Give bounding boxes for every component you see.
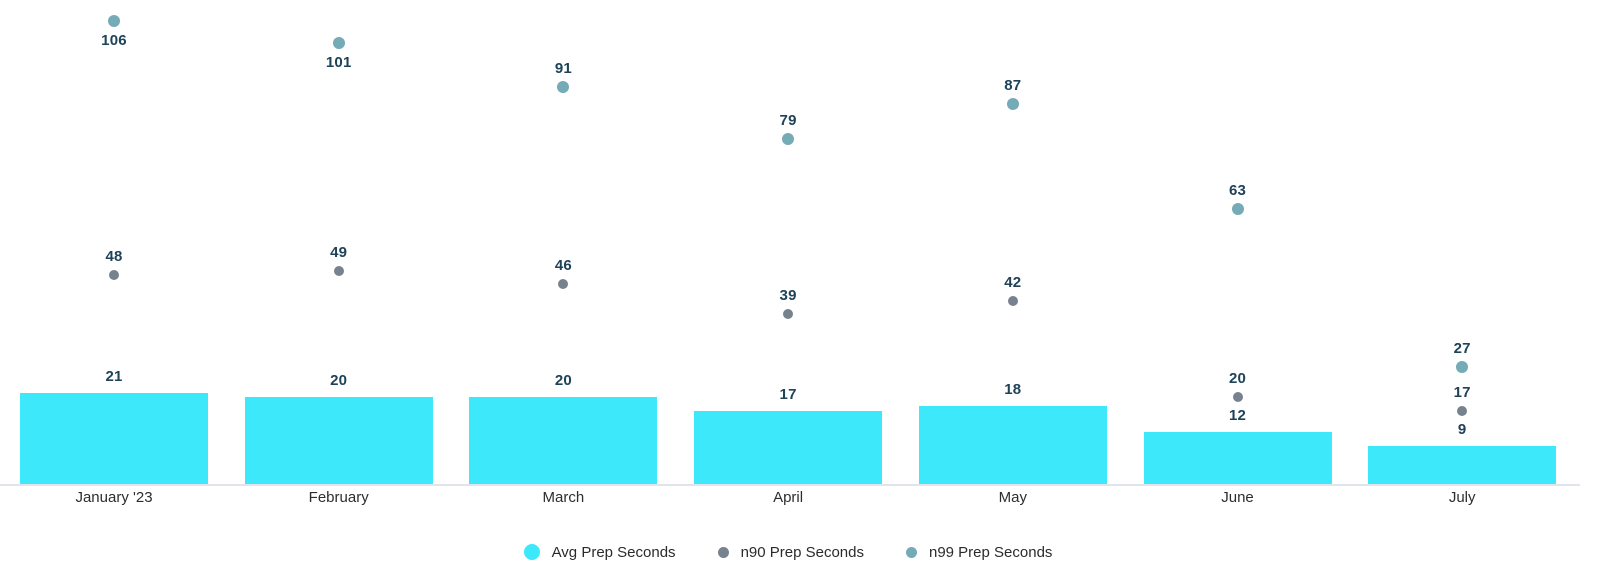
n90-dot-july[interactable] <box>1457 405 1468 416</box>
n90-dot-january-23[interactable] <box>109 269 119 280</box>
n90-dot-label: 39 <box>779 287 797 305</box>
n90-dot-label: 20 <box>1228 370 1247 388</box>
n99-dot-label: 79 <box>779 112 797 130</box>
legend-marker-icon <box>523 544 540 560</box>
avg-prep-bar-may[interactable] <box>918 406 1107 485</box>
legend-marker-icon <box>905 546 917 558</box>
legend-marker-icon <box>717 546 729 558</box>
avg-prep-bar-march[interactable] <box>469 397 658 485</box>
x-axis-label-february: February <box>308 489 369 506</box>
x-axis-label-march: March <box>542 489 585 506</box>
n90-dot-may[interactable] <box>1007 296 1018 307</box>
chart-legend: Avg Prep Seconds n90 Prep Seconds n99 Prep… <box>0 542 1576 562</box>
n99-dot-label: 101 <box>325 53 352 71</box>
n90-dot-label: 42 <box>1004 274 1022 292</box>
n90-dot-label: 48 <box>105 247 123 265</box>
avg-prep-bar-january-23[interactable] <box>20 393 208 485</box>
n90-dot-label: 49 <box>330 243 348 261</box>
avg-prep-bar-label: 20 <box>554 372 572 390</box>
n90-dot-label: 17 <box>1453 383 1471 401</box>
avg-prep-bar-label: 12 <box>1228 407 1247 425</box>
x-axis-label-june: June <box>1221 489 1254 506</box>
x-axis-label-january-23: January '23 <box>75 489 153 506</box>
n90-dot-april[interactable] <box>783 309 794 320</box>
avg-prep-bar-label: 9 <box>1457 420 1467 438</box>
n90-dot-february[interactable] <box>333 265 344 276</box>
n99-dot-may[interactable] <box>1006 98 1019 111</box>
n90-dot-label: 46 <box>554 256 572 274</box>
avg-prep-bar-label: 18 <box>1004 381 1022 399</box>
legend-label: n90 Prep Seconds <box>740 543 864 561</box>
n99-dot-label: 27 <box>1453 339 1471 357</box>
n99-dot-march[interactable] <box>557 80 570 93</box>
avg-prep-bar-label: 17 <box>779 385 797 403</box>
avg-prep-bar-label: 21 <box>105 368 123 386</box>
legend-item-n90-prep-seconds[interactable]: n90 Prep Seconds <box>717 543 864 561</box>
n99-dot-january-23[interactable] <box>108 15 120 28</box>
avg-prep-bar-label: 20 <box>330 372 348 390</box>
legend-label: n99 Prep Seconds <box>928 543 1053 561</box>
legend-label: Avg Prep Seconds <box>551 543 676 561</box>
avg-prep-bar-july[interactable] <box>1368 445 1557 485</box>
n99-dot-label: 63 <box>1228 182 1247 200</box>
n99-dot-july[interactable] <box>1456 360 1469 373</box>
x-axis-label-july: July <box>1448 489 1476 506</box>
n99-dot-label: 106 <box>101 32 127 50</box>
avg-prep-bar-february[interactable] <box>244 397 433 485</box>
x-axis-label-april: April <box>773 489 804 506</box>
x-axis-label-may: May <box>998 489 1027 506</box>
avg-prep-bar-june[interactable] <box>1143 432 1332 485</box>
n99-dot-february[interactable] <box>332 36 345 49</box>
legend-item-avg-prep-seconds[interactable]: Avg Prep Seconds <box>523 543 676 561</box>
x-axis-line <box>0 484 1580 486</box>
n90-dot-march[interactable] <box>558 278 569 289</box>
n99-dot-june[interactable] <box>1231 203 1244 216</box>
n99-dot-label: 87 <box>1004 77 1022 95</box>
avg-prep-bar-april[interactable] <box>694 410 883 485</box>
legend-item-n99-prep-seconds[interactable]: n99 Prep Seconds <box>905 543 1053 561</box>
n90-dot-june[interactable] <box>1232 392 1243 403</box>
n99-dot-april[interactable] <box>782 133 795 146</box>
n99-dot-label: 91 <box>554 59 572 77</box>
